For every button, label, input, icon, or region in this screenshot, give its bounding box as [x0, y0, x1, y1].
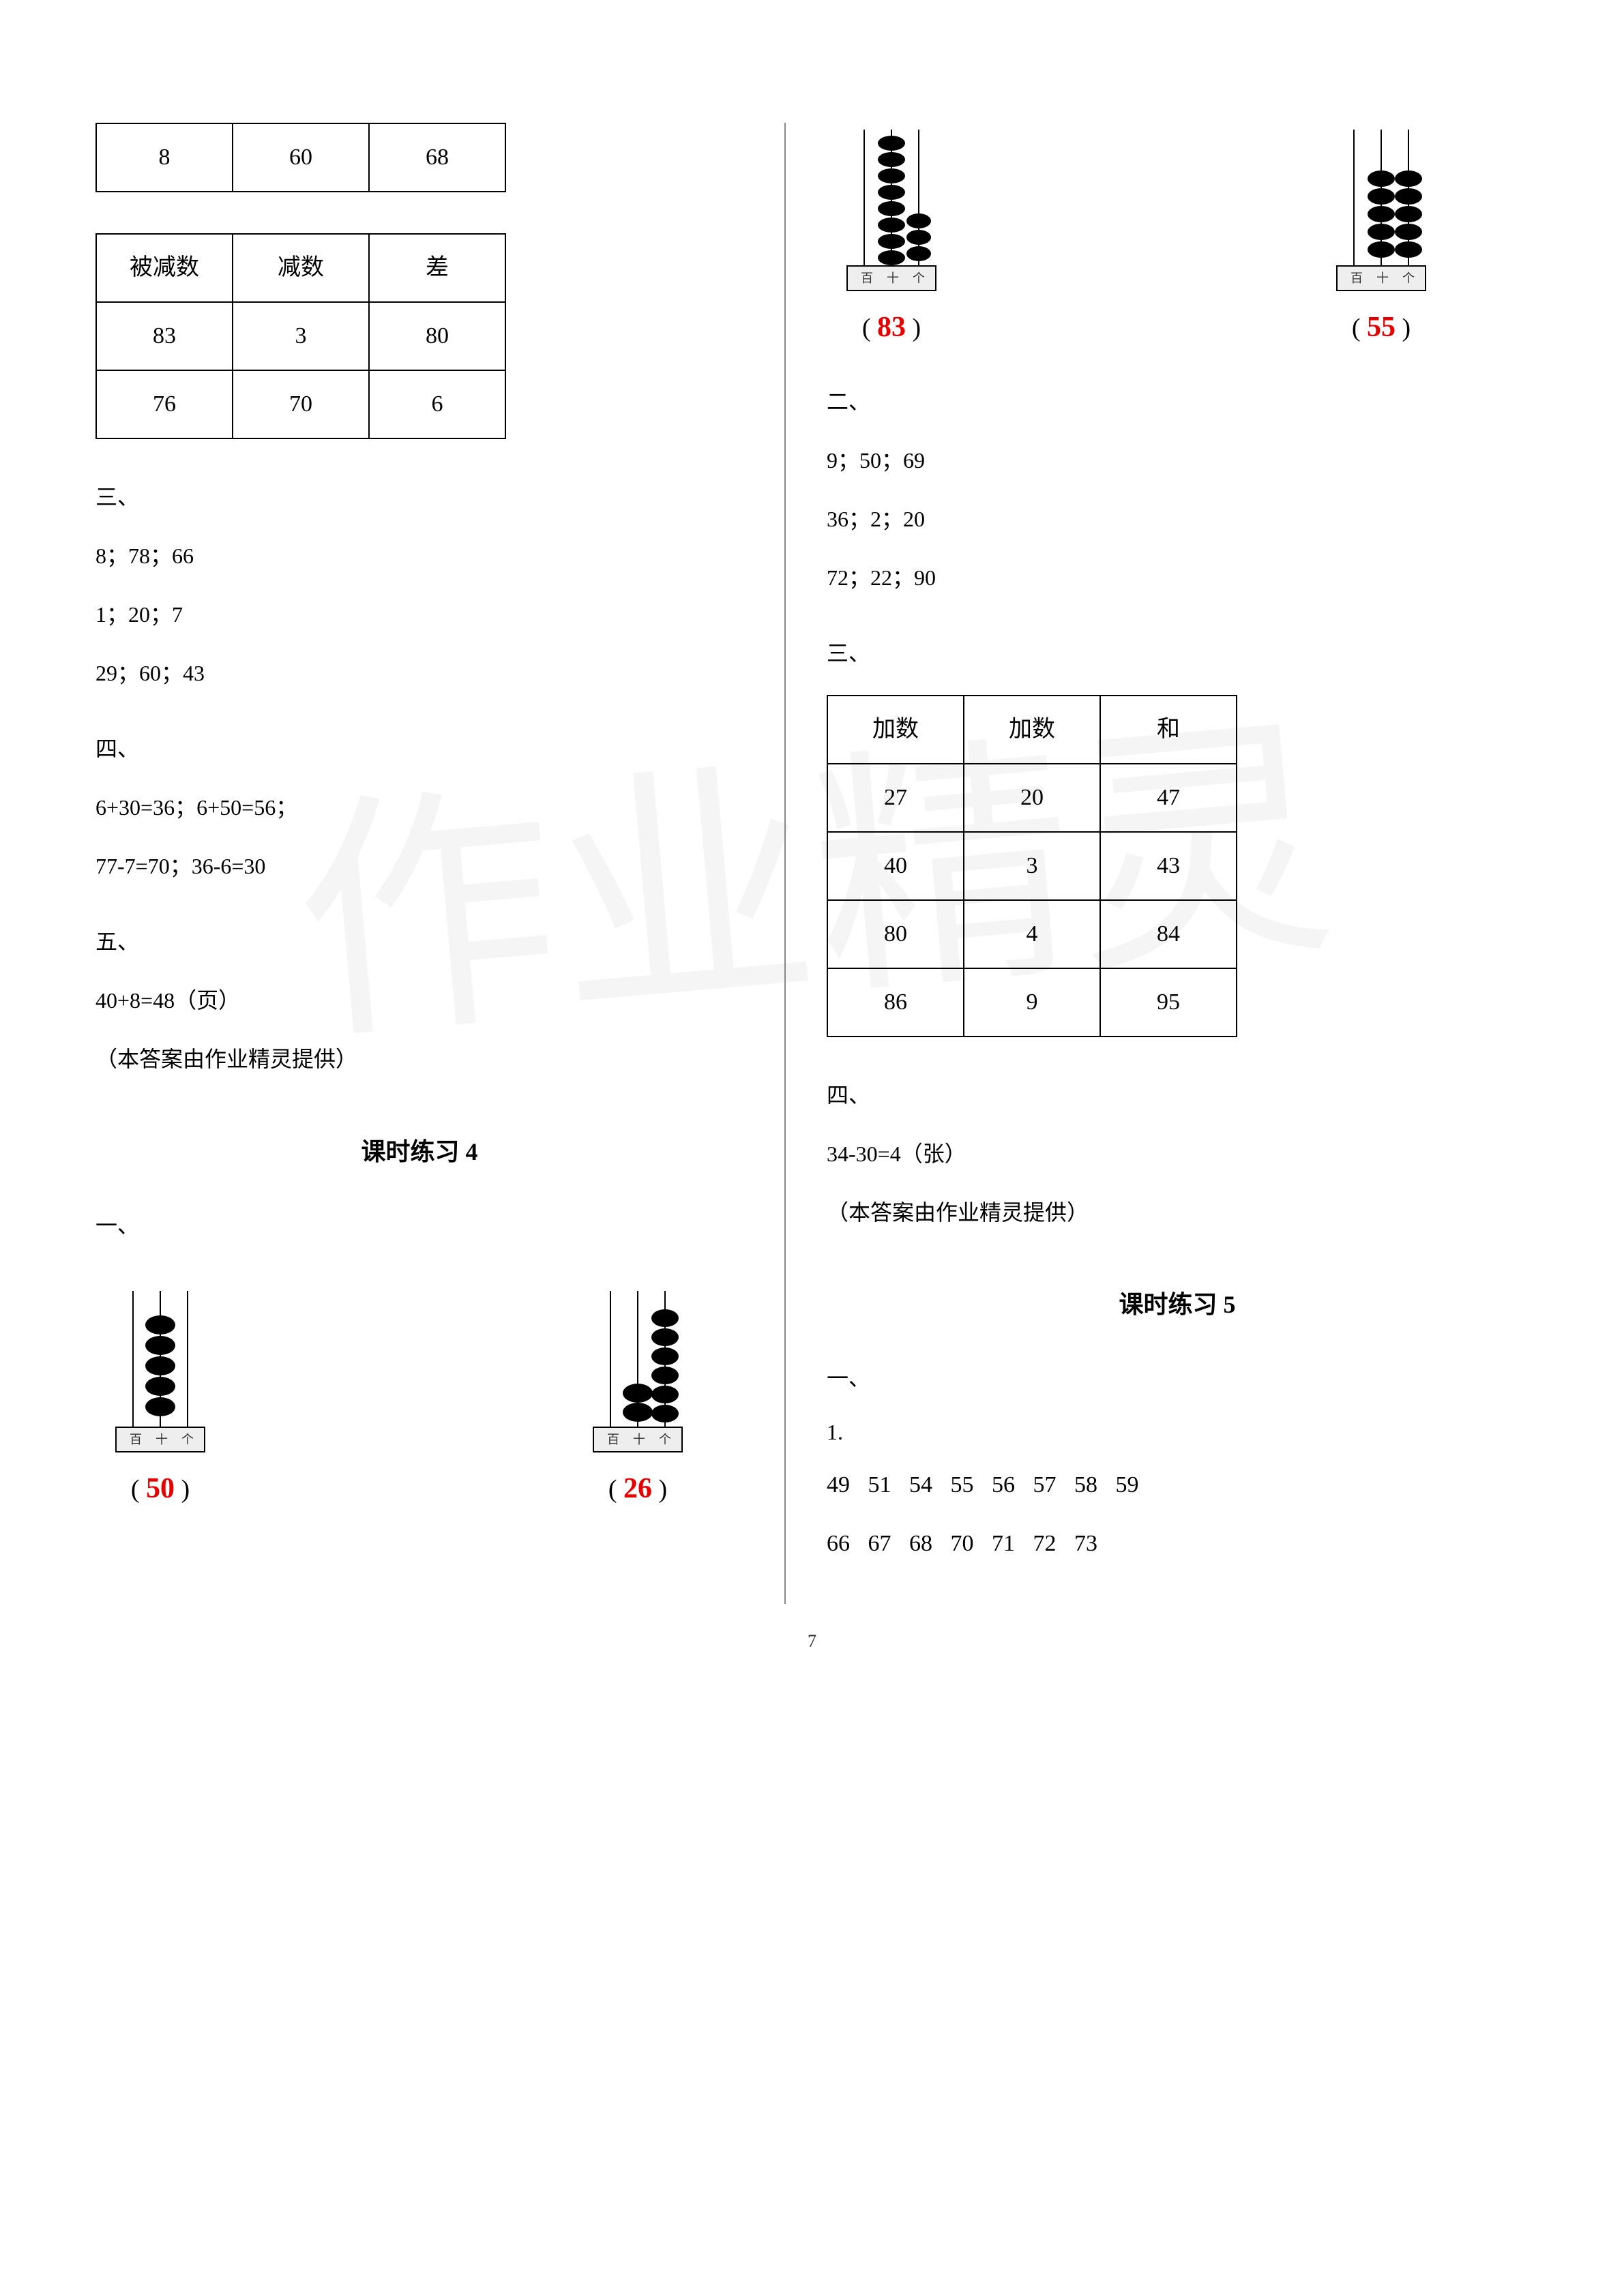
- lesson-heading: 课时练习 5: [827, 1285, 1528, 1320]
- table-row: 76 70 6: [96, 370, 505, 438]
- table-row: 86 9 95: [827, 968, 1237, 1037]
- table-row: 80 4 84: [827, 900, 1237, 968]
- svg-text:十: 十: [1376, 271, 1389, 285]
- left-column: 8 60 68 被减数 减数 差 83 3 80 76: [95, 123, 784, 1604]
- cell: 4: [964, 900, 1100, 968]
- cell: 3: [233, 302, 369, 370]
- cell: 84: [1100, 900, 1237, 968]
- table1-block: 8 60 68: [95, 123, 743, 192]
- table-row: 8 60 68: [96, 123, 505, 192]
- number-sequence-line: 66 67 68 70 71 72 73: [827, 1525, 1528, 1562]
- abacus-icon: 百 十 个: [827, 123, 956, 300]
- credit-line: （本答案由作业精灵提供）: [95, 1042, 743, 1077]
- answer-line: 6+30=36；6+50=56；: [95, 790, 743, 822]
- answer-line: 9；50；69: [827, 443, 1528, 475]
- cell: 80: [369, 302, 505, 370]
- addition-table: 加数 加数 和 27 20 47 40 3 43 80 4 84: [827, 695, 1237, 1037]
- section-4-label: 四、: [95, 732, 743, 763]
- table-header-row: 被减数 减数 差: [96, 234, 505, 302]
- subtraction-table: 被减数 减数 差 83 3 80 76 70 6: [95, 233, 506, 439]
- svg-text:个: 个: [1402, 271, 1415, 285]
- simple-row-table: 8 60 68: [95, 123, 506, 192]
- abacus-icon: 百 十 个: [1316, 123, 1446, 300]
- base-label: 十: [156, 1433, 168, 1446]
- abacus-row: 百 十 个 ( 50 ): [95, 1284, 743, 1505]
- cell: 60: [233, 123, 369, 192]
- answer-line: 77-7=70；36-6=30: [95, 849, 743, 884]
- cell: 43: [1100, 832, 1237, 900]
- col-header: 加数: [827, 696, 964, 764]
- answer-line: 34-30=4（张）: [827, 1137, 1528, 1168]
- abacus-item: 百 十 个 ( 26 ): [573, 1284, 703, 1505]
- abacus-answer: ( 55 ): [1316, 311, 1446, 344]
- table-header-row: 加数 加数 和: [827, 696, 1237, 764]
- credit-line: （本答案由作业精灵提供）: [827, 1195, 1528, 1230]
- cell: 76: [96, 370, 233, 438]
- cell: 8: [96, 123, 233, 192]
- number-sequence-line: 49 51 54 55 56 57 58 59: [827, 1472, 1528, 1498]
- cell: 80: [827, 900, 964, 968]
- answer-line: 72；22；90: [827, 561, 1528, 595]
- cell: 47: [1100, 764, 1237, 832]
- table-row: 27 20 47: [827, 764, 1237, 832]
- cell: 20: [964, 764, 1100, 832]
- table-row: 40 3 43: [827, 832, 1237, 900]
- sub-1-label: 1.: [827, 1420, 1528, 1445]
- col-header: 减数: [233, 234, 369, 302]
- cell: 83: [96, 302, 233, 370]
- col-header: 被减数: [96, 234, 233, 302]
- abacus-answer: ( 26 ): [573, 1472, 703, 1505]
- svg-text:十: 十: [633, 1433, 645, 1446]
- abacus-row: 百 十 个 ( 83 ): [827, 123, 1528, 344]
- lesson-heading: 课时练习 4: [95, 1132, 743, 1167]
- cell: 68: [369, 123, 505, 192]
- answer-line: 40+8=48（页）: [95, 983, 743, 1015]
- abacus-icon: 百 十 个: [573, 1284, 703, 1461]
- base-label: 百: [130, 1433, 142, 1446]
- cell: 6: [369, 370, 505, 438]
- abacus-item: 百 十 个 ( 50 ): [95, 1284, 225, 1505]
- svg-text:百: 百: [1350, 271, 1363, 285]
- answer-line: 8；78；66: [95, 539, 743, 570]
- cell: 40: [827, 832, 964, 900]
- svg-text:十: 十: [887, 271, 899, 285]
- svg-text:百: 百: [861, 271, 873, 285]
- col-header: 加数: [964, 696, 1100, 764]
- svg-text:百: 百: [607, 1433, 619, 1446]
- section-3-label: 三、: [827, 636, 1528, 668]
- abacus-answer: ( 50 ): [95, 1472, 225, 1505]
- cell: 86: [827, 968, 964, 1037]
- answer-line: 29；60；43: [95, 656, 743, 691]
- svg-text:个: 个: [659, 1433, 671, 1446]
- section-5-label: 五、: [95, 925, 743, 956]
- abacus-icon: 百 十 个: [95, 1284, 225, 1461]
- cell: 95: [1100, 968, 1237, 1037]
- col-header: 和: [1100, 696, 1237, 764]
- base-label: 个: [181, 1433, 194, 1446]
- table3-block: 加数 加数 和 27 20 47 40 3 43 80 4 84: [827, 695, 1528, 1037]
- svg-text:个: 个: [913, 271, 925, 285]
- page-number: 7: [95, 1631, 1529, 1652]
- abacus-item: 百 十 个 ( 55 ): [1316, 123, 1446, 344]
- section-3-label: 三、: [95, 480, 743, 511]
- cell: 9: [964, 968, 1100, 1037]
- section-2-label: 二、: [827, 385, 1528, 416]
- section-1-label: 一、: [95, 1208, 743, 1243]
- cell: 70: [233, 370, 369, 438]
- cell: 3: [964, 832, 1100, 900]
- cell: 27: [827, 764, 964, 832]
- abacus-answer: ( 83 ): [827, 311, 956, 344]
- right-column: 百 十 个 ( 83 ): [784, 123, 1528, 1604]
- col-header: 差: [369, 234, 505, 302]
- section-4-label: 四、: [827, 1078, 1528, 1109]
- abacus-item: 百 十 个 ( 83 ): [827, 123, 956, 344]
- answer-line: 1；20；7: [95, 597, 743, 629]
- answer-line: 36；2；20: [827, 502, 1528, 533]
- two-column-layout: 8 60 68 被减数 减数 差 83 3 80 76: [95, 123, 1529, 1604]
- section-1-label: 一、: [827, 1361, 1528, 1392]
- table2-block: 被减数 减数 差 83 3 80 76 70 6: [95, 233, 743, 439]
- table-row: 83 3 80: [96, 302, 505, 370]
